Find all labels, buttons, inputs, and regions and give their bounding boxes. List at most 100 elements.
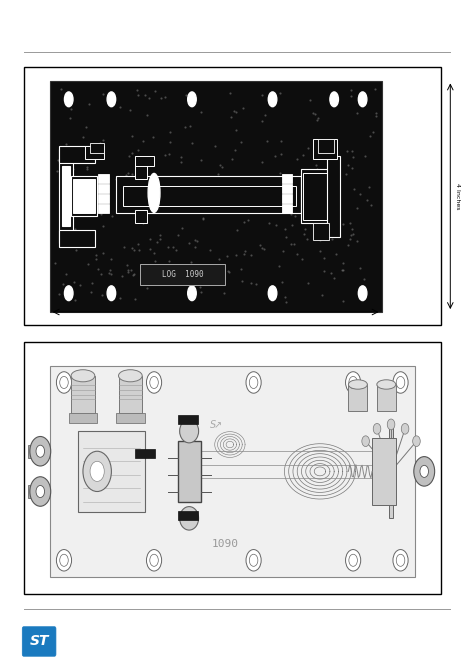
Point xyxy=(317,246,324,256)
Ellipse shape xyxy=(148,173,160,212)
Point xyxy=(348,163,356,174)
Bar xyxy=(282,174,292,183)
Point xyxy=(99,89,107,99)
Point xyxy=(173,244,180,255)
Point xyxy=(288,220,295,231)
Point xyxy=(258,116,266,127)
Point xyxy=(177,152,184,163)
Point xyxy=(215,254,222,264)
Point xyxy=(219,186,226,197)
Point xyxy=(162,91,169,102)
Point xyxy=(320,174,328,185)
Point xyxy=(69,197,76,207)
Point xyxy=(63,139,70,150)
Point xyxy=(334,204,342,215)
Point xyxy=(313,164,320,174)
Point xyxy=(93,172,101,183)
Point xyxy=(369,127,377,138)
Point xyxy=(224,250,231,261)
Point xyxy=(169,242,177,252)
Bar xyxy=(282,184,292,193)
Ellipse shape xyxy=(107,286,116,301)
Circle shape xyxy=(30,476,51,507)
Bar xyxy=(78,431,145,512)
Ellipse shape xyxy=(268,92,277,107)
Point xyxy=(67,113,74,123)
Point xyxy=(108,269,115,280)
Point xyxy=(96,195,103,205)
Point xyxy=(68,179,75,190)
Point xyxy=(228,112,235,123)
Point xyxy=(91,250,99,261)
Point xyxy=(151,191,159,201)
Circle shape xyxy=(362,436,369,447)
Point xyxy=(232,125,240,136)
Ellipse shape xyxy=(358,92,367,107)
Point xyxy=(94,264,102,274)
Point xyxy=(345,159,352,170)
Point xyxy=(355,90,362,101)
Point xyxy=(232,250,239,260)
Point xyxy=(342,169,350,180)
Point xyxy=(54,166,61,176)
Point xyxy=(292,183,300,193)
Point xyxy=(273,219,280,230)
Point xyxy=(247,278,255,289)
Point xyxy=(361,151,369,162)
Bar xyxy=(50,81,382,312)
Point xyxy=(263,136,270,147)
Point xyxy=(173,186,180,197)
Point xyxy=(134,213,141,223)
Circle shape xyxy=(60,554,68,566)
Point xyxy=(292,211,299,221)
Bar xyxy=(62,166,70,227)
Point xyxy=(225,176,233,187)
Point xyxy=(64,215,72,225)
Bar xyxy=(71,176,97,216)
Point xyxy=(139,217,146,228)
Point xyxy=(127,264,135,275)
Point xyxy=(128,243,136,254)
Point xyxy=(72,245,80,256)
Point xyxy=(69,164,77,174)
Point xyxy=(140,203,147,213)
Point xyxy=(282,297,289,308)
Point xyxy=(252,278,260,289)
Point xyxy=(180,205,187,216)
Point xyxy=(306,95,313,105)
Ellipse shape xyxy=(180,419,199,443)
Point xyxy=(63,195,70,205)
Point xyxy=(166,126,174,137)
Point xyxy=(157,92,164,103)
Point xyxy=(301,198,309,209)
Ellipse shape xyxy=(358,286,367,301)
Point xyxy=(325,158,332,169)
Point xyxy=(271,91,279,102)
Point xyxy=(349,228,357,239)
Point xyxy=(197,264,204,275)
Bar xyxy=(59,229,95,246)
Point xyxy=(149,132,156,142)
Bar xyxy=(98,195,109,203)
Point xyxy=(97,138,104,148)
Point xyxy=(219,185,227,195)
Point xyxy=(340,218,347,229)
Point xyxy=(60,156,67,167)
Text: $\mathit{S\!\!\nearrow}$: $\mathit{S\!\!\nearrow}$ xyxy=(209,419,223,430)
Circle shape xyxy=(349,554,357,566)
Point xyxy=(134,238,142,249)
Point xyxy=(365,182,373,193)
Circle shape xyxy=(56,550,72,571)
Point xyxy=(130,269,137,280)
Bar xyxy=(71,376,95,413)
Point xyxy=(187,257,195,268)
Point xyxy=(318,289,325,300)
Point xyxy=(99,290,106,301)
Point xyxy=(237,200,245,211)
Point xyxy=(97,268,105,279)
Circle shape xyxy=(396,376,405,389)
Point xyxy=(339,265,346,276)
Point xyxy=(367,199,374,210)
Circle shape xyxy=(420,466,428,478)
Point xyxy=(198,154,205,165)
